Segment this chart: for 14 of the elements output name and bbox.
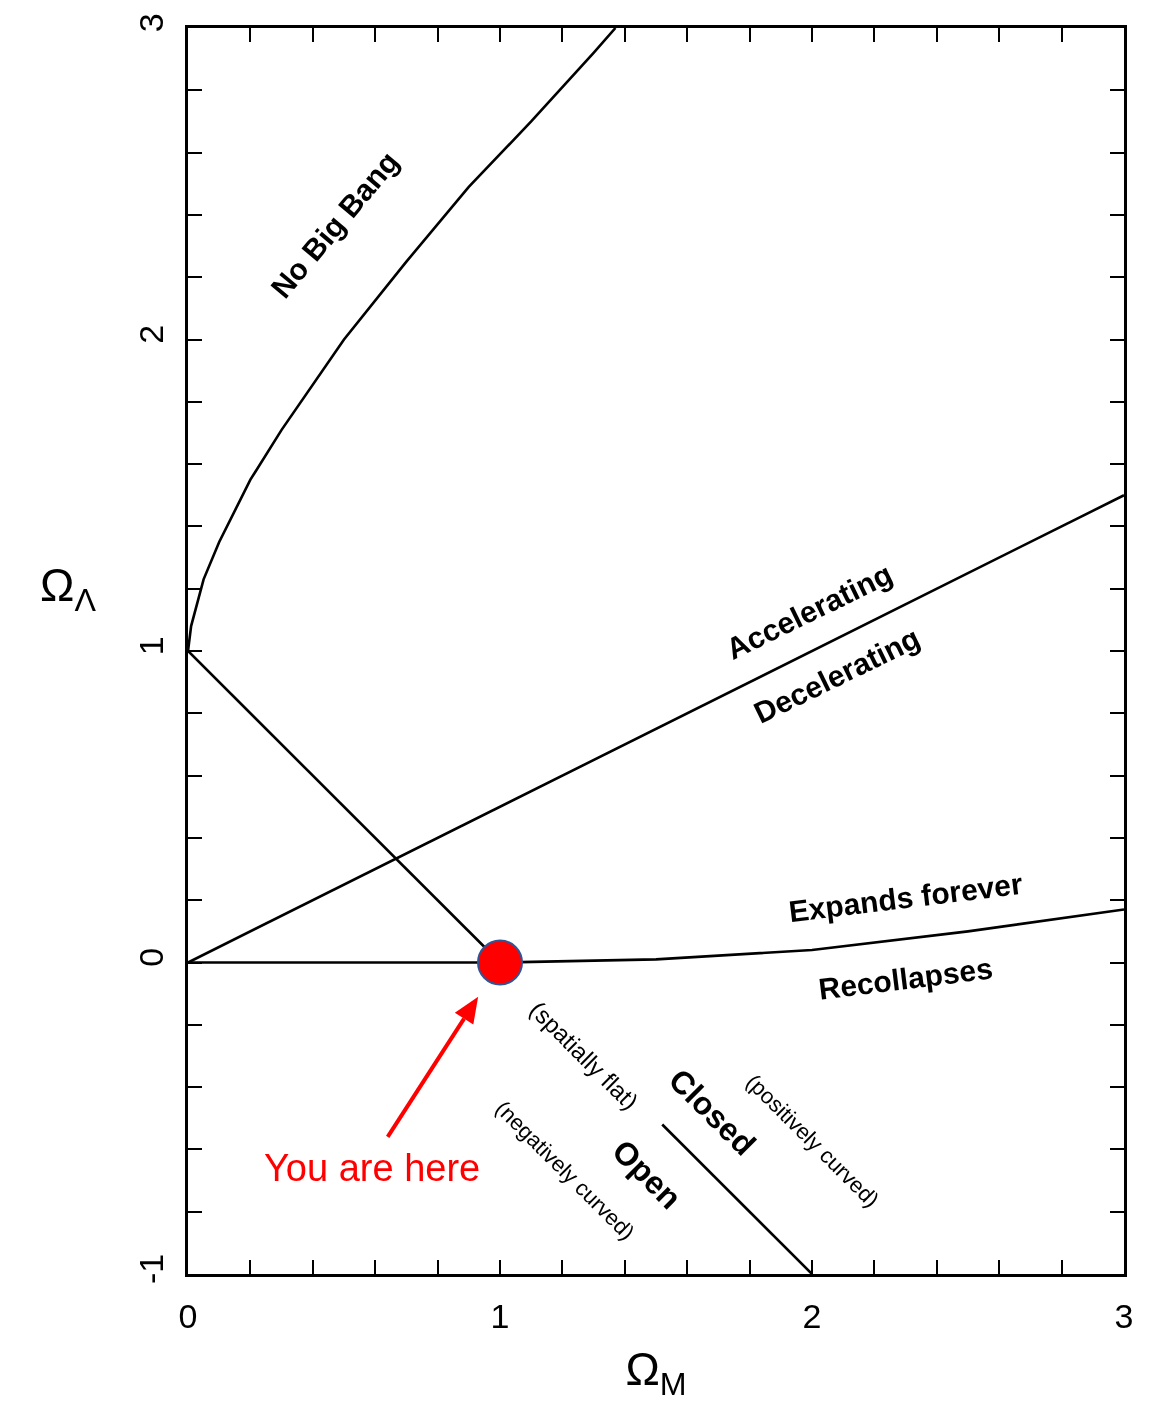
- y-tick-label: -1: [132, 1253, 171, 1285]
- x-tick-label: 2: [802, 1296, 822, 1335]
- annotation: Expands forever: [786, 866, 1025, 929]
- y-tick-label: 2: [132, 324, 171, 344]
- annotation: You are here: [264, 1147, 481, 1189]
- x-axis-title: Ω$_{M}$: [625, 1343, 687, 1403]
- y-tick-label: 0: [132, 947, 171, 967]
- annotation: Recollapses: [816, 951, 995, 1006]
- x-tick-label: 0: [178, 1296, 198, 1335]
- y-tick-label: 1: [132, 636, 171, 656]
- x-tick-label: 3: [1114, 1296, 1134, 1335]
- y-tick-label: 3: [132, 13, 171, 33]
- x-tick-label: 1: [490, 1296, 510, 1335]
- y-axis-title: Ω$_{Λ}$: [40, 559, 97, 618]
